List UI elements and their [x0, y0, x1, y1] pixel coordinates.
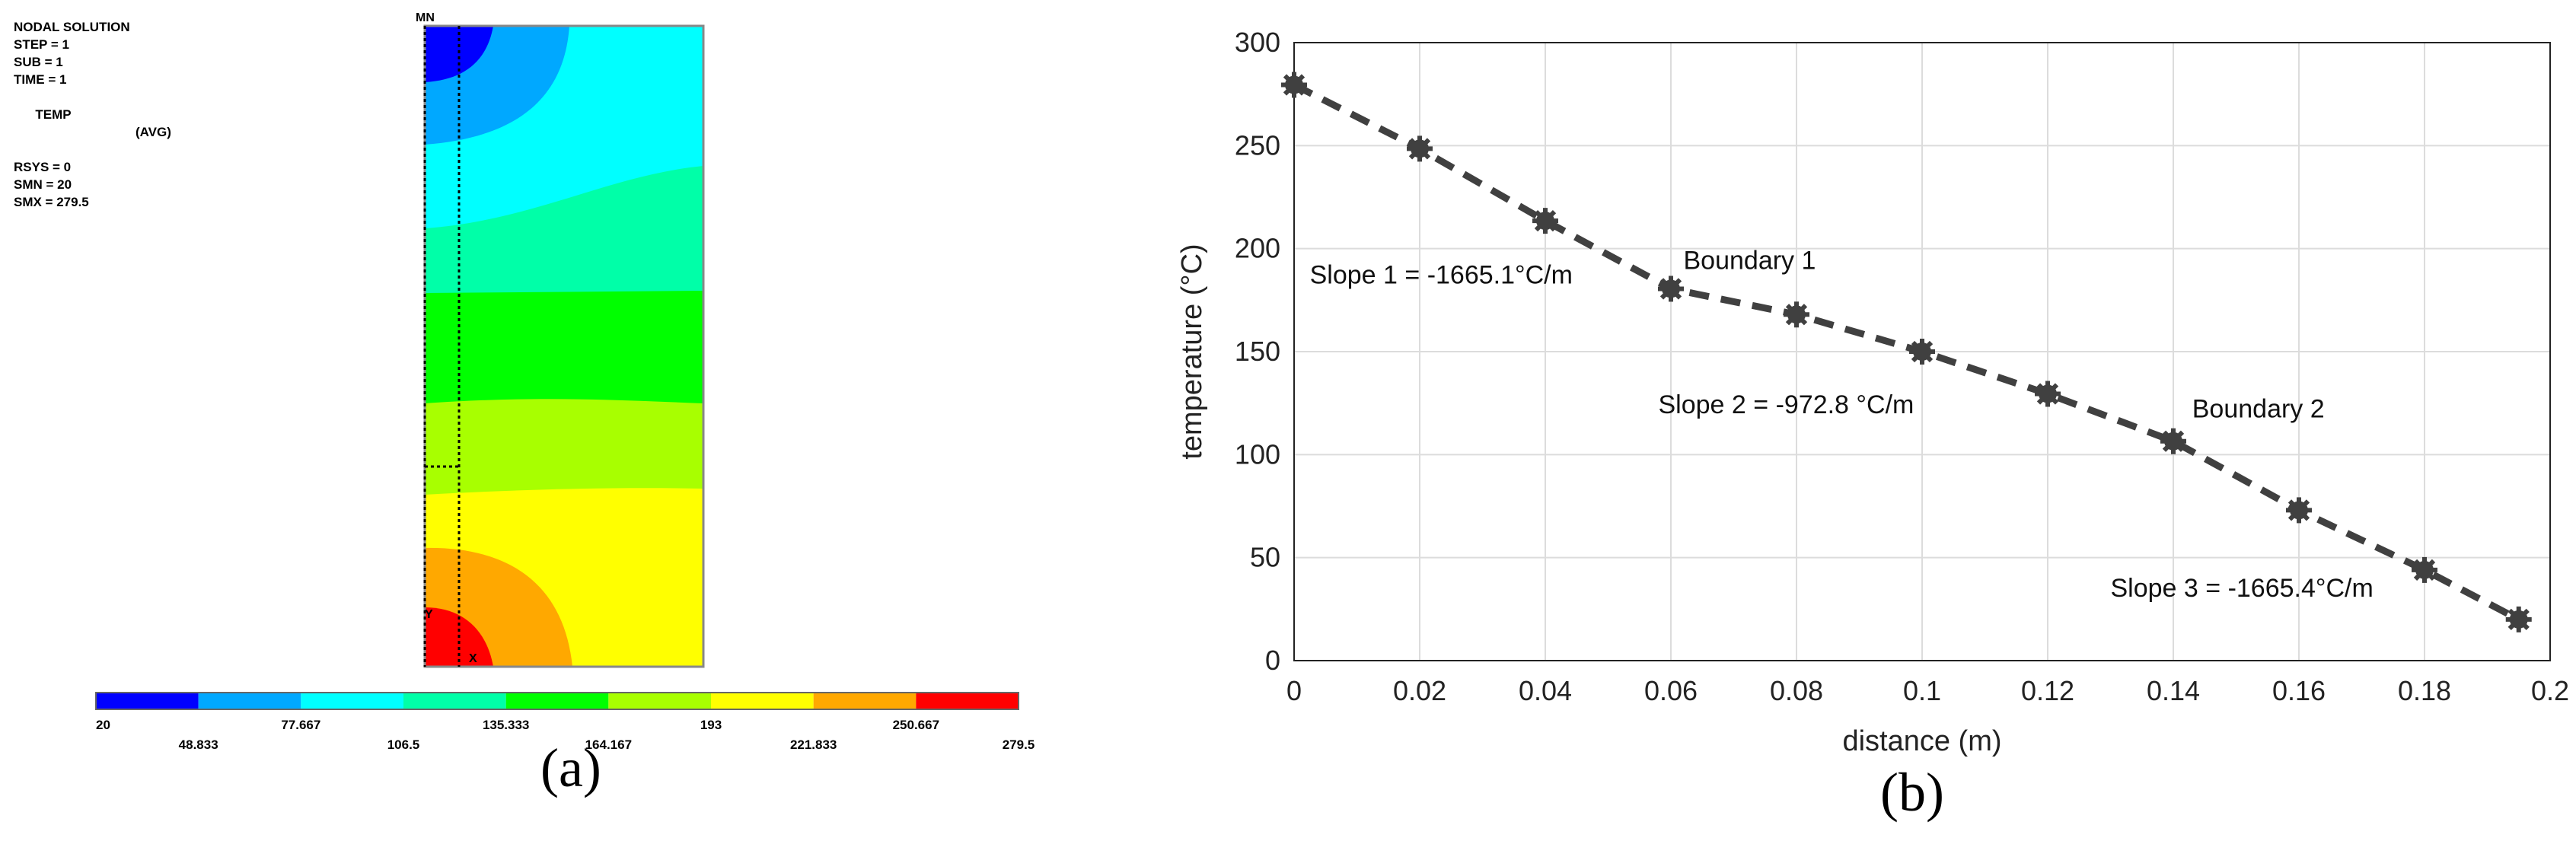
info-step: STEP = 1 — [14, 37, 69, 52]
y-tick-label: 300 — [1235, 27, 1280, 58]
contour-svg: MN Y X 20 48.833 77.667 106.5 135.333 164.167… — [95, 11, 1035, 752]
colorbar-label: 77.667 — [281, 718, 320, 732]
colorbar-label: 193 — [700, 718, 722, 732]
info-sub: SUB = 1 — [14, 55, 63, 69]
colorbar-label: 20 — [96, 718, 110, 732]
x-tick-label: 0.1 — [1903, 675, 1941, 706]
chart-annotations: Slope 1 = -1665.1°C/m Boundary 1 Slope 2 =… — [1310, 247, 2374, 603]
colorbar-label: 250.667 — [893, 718, 939, 732]
data-point-marker — [2035, 381, 2061, 407]
chart-annotation: Slope 1 = -1665.1°C/m — [1310, 261, 1573, 290]
info-avg: (AVG) — [135, 125, 171, 139]
colorbar-label: 164.167 — [585, 737, 632, 752]
x-tick-label: 0.12 — [2021, 675, 2074, 706]
chart-annotation: Boundary 1 — [1684, 247, 1816, 276]
x-tick-label: 0.02 — [1393, 675, 1446, 706]
x-tick-labels: 0 0.02 0.04 0.06 0.08 0.1 0.12 0.14 0.16 0.18 0.2 — [1286, 675, 2569, 706]
x-tick-label: 0.06 — [1644, 675, 1698, 706]
colorbar-segment — [403, 693, 506, 709]
plot-frame — [1293, 42, 2551, 661]
y-tick-label: 200 — [1235, 233, 1280, 264]
colorbar-labels: 20 48.833 77.667 106.5 135.333 164.167 193 221.… — [96, 718, 1035, 752]
data-point-marker — [2505, 606, 2532, 632]
temperature-chart-panel: 0 0.02 0.04 0.06 0.08 0.1 0.12 0.14 0.16 0.18 0.2 … — [1127, 0, 2576, 841]
data-point-marker — [2412, 556, 2437, 583]
info-smx: SMX = 279.5 — [14, 195, 89, 209]
colorbar-segment — [711, 693, 814, 709]
chart-annotation: Boundary 2 — [2192, 395, 2325, 424]
y-tick-labels: 0 50 100 150 200 250 300 — [1235, 27, 1280, 676]
colorbar-segment — [96, 693, 199, 709]
data-point-marker — [1281, 72, 1307, 98]
data-point-marker — [2160, 428, 2186, 454]
y-axis-label: temperature (°C) — [1176, 244, 1208, 459]
model-outline — [423, 24, 705, 668]
x-axis-label: distance (m) — [1842, 725, 2001, 757]
y-tick-label: 250 — [1235, 129, 1280, 161]
series-markers — [1281, 72, 2532, 632]
x-tick-label: 0.2 — [2531, 675, 2569, 706]
mx-marker: Y — [425, 608, 433, 621]
chart-annotation: Slope 2 = -972.8 °C/m — [1659, 390, 1914, 419]
x-tick-label: 0.14 — [2147, 675, 2200, 706]
data-point-marker — [1532, 208, 1558, 234]
data-point-marker — [1407, 135, 1433, 162]
x-tick-label: 0.16 — [2272, 675, 2326, 706]
info-title: NODAL SOLUTION — [14, 20, 130, 34]
colorbar-segment — [505, 693, 609, 709]
colorbar-label: 279.5 — [1003, 737, 1035, 752]
colorbar-frame — [95, 692, 1019, 710]
x-tick-label: 0 — [1286, 675, 1302, 706]
chart-annotation: Slope 3 = -1665.4°C/m — [2111, 574, 2374, 603]
x-axis-marker: X — [469, 652, 477, 665]
ansys-contour-panel: NODAL SOLUTION STEP = 1 SUB = 1 TIME = 1… — [0, 0, 1127, 841]
colorbar-segment — [301, 693, 403, 709]
data-point-marker — [1909, 339, 1935, 365]
colorbar-label: 106.5 — [387, 737, 420, 752]
y-tick-label: 0 — [1265, 645, 1280, 676]
colorbar-segment — [198, 693, 301, 709]
y-tick-label: 100 — [1235, 438, 1280, 470]
x-tick-label: 0.04 — [1519, 675, 1572, 706]
band-20 — [425, 26, 493, 82]
data-point-marker — [2286, 497, 2312, 524]
y-tick-label: 150 — [1235, 336, 1280, 367]
data-point-marker — [1784, 301, 1809, 328]
x-tick-label: 0.18 — [2398, 675, 2451, 706]
data-point-marker — [1658, 276, 1684, 302]
ansys-info-block: NODAL SOLUTION STEP = 1 SUB = 1 TIME = 1… — [14, 18, 171, 211]
info-temp: TEMP — [35, 107, 72, 122]
colorbar-segment — [813, 693, 917, 709]
mn-marker: MN — [416, 11, 435, 24]
colorbar-label: 221.833 — [790, 737, 837, 752]
info-rsys: RSYS = 0 — [14, 160, 72, 174]
colorbar-segment — [916, 693, 1019, 709]
info-smn: SMN = 20 — [14, 177, 72, 192]
colorbar — [95, 692, 1019, 710]
colorbar-segment — [608, 693, 711, 709]
contour-field — [423, 24, 705, 668]
panel-b-caption: (b) — [1880, 762, 1944, 823]
colorbar-label: 48.833 — [179, 737, 218, 752]
temperature-chart: 0 0.02 0.04 0.06 0.08 0.1 0.12 0.14 0.16 0.18 0.2 … — [1176, 27, 2569, 757]
colorbar-label: 135.333 — [483, 718, 529, 732]
y-tick-label: 50 — [1250, 542, 1280, 573]
x-tick-label: 0.08 — [1770, 675, 1823, 706]
panel-a-caption: (a) — [540, 737, 601, 798]
info-time: TIME = 1 — [14, 72, 67, 87]
